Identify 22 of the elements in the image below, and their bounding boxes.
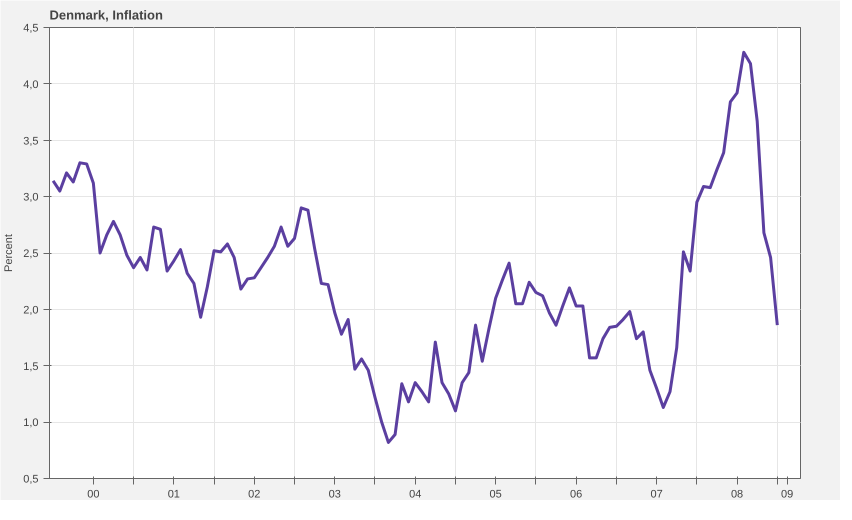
y-tick-label: 3,5 xyxy=(23,135,39,148)
x-tick-label: 02 xyxy=(248,488,260,500)
y-tick-label: 4,0 xyxy=(23,78,39,91)
y-tick-label: 1,5 xyxy=(23,360,39,373)
x-tick-label: 01 xyxy=(168,488,180,500)
x-tick-label: 09 xyxy=(780,488,794,500)
y-tick-label: 1,0 xyxy=(23,417,39,430)
y-axis-title: Percent xyxy=(3,234,16,272)
x-tick-label: 04 xyxy=(409,488,422,500)
x-tick-label: 08 xyxy=(730,488,744,500)
x-tick-label: 07 xyxy=(650,488,663,500)
x-tick-label: 00 xyxy=(87,488,100,500)
chart-title: Denmark, Inflation xyxy=(50,8,163,22)
x-tick-label: 06 xyxy=(570,488,582,500)
x-tick-label: 05 xyxy=(490,488,502,500)
line-series xyxy=(52,50,779,444)
y-tick-label: 4,5 xyxy=(23,22,39,34)
y-tick-label: 2,0 xyxy=(23,304,39,316)
y-tick-label: 2,5 xyxy=(23,248,39,260)
x-tick-label: 03 xyxy=(328,488,341,500)
y-tick-label: 0,5 xyxy=(23,474,39,486)
y-tick-label: 3,0 xyxy=(23,192,39,204)
